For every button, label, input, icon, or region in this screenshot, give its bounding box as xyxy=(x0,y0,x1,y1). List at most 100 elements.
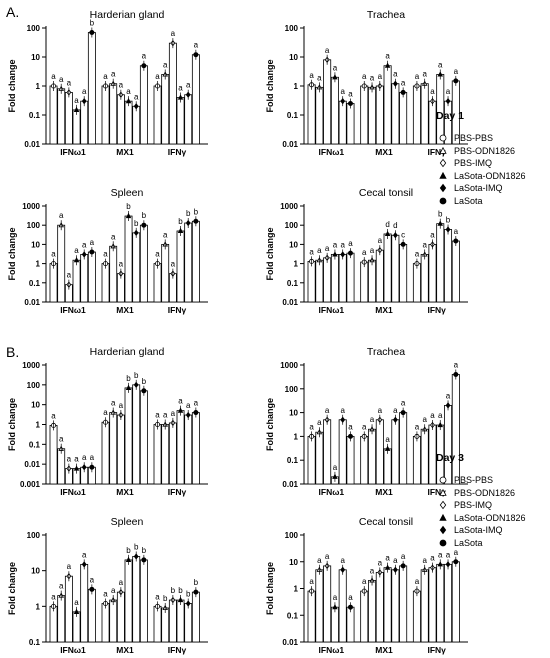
y-tick-label: 0.01 xyxy=(282,480,298,489)
y-tick-label: 0.01 xyxy=(282,140,298,149)
significance-letter: a xyxy=(317,418,322,427)
significance-letter: a xyxy=(90,453,95,462)
significance-letter: a xyxy=(119,578,124,587)
legend-marker xyxy=(439,513,447,521)
bar xyxy=(139,559,148,643)
y-tick-label: 100 xyxy=(27,381,41,390)
legend-label: PBS-IMQ xyxy=(454,500,493,511)
significance-letter: a xyxy=(82,550,87,559)
legend-marker-icon xyxy=(439,488,447,496)
bar xyxy=(184,94,193,145)
bar xyxy=(368,580,377,643)
category-label: IFNω1 xyxy=(60,645,86,655)
significance-letter: a xyxy=(393,406,398,415)
bar xyxy=(57,88,66,145)
significance-letter: a xyxy=(163,230,168,239)
legend-label: PBS-PBS xyxy=(454,475,494,486)
category-label: IFNω1 xyxy=(319,645,345,655)
significance-letter: a xyxy=(378,406,383,415)
bar xyxy=(101,263,110,303)
significance-letter: a xyxy=(90,238,95,247)
legend-marker xyxy=(439,171,447,179)
bar xyxy=(116,94,125,145)
bar xyxy=(307,261,316,303)
category-label: IFNω1 xyxy=(319,147,345,157)
bar xyxy=(315,259,324,303)
significance-letter: a xyxy=(119,81,124,90)
bar xyxy=(346,606,355,643)
bar xyxy=(323,565,332,643)
significance-letter: a xyxy=(415,422,420,431)
y-tick-label: 1 xyxy=(36,82,41,91)
significance-letter: b xyxy=(446,215,451,224)
panel-title: Cecal tonsil xyxy=(359,187,413,199)
significance-letter: a xyxy=(430,230,435,239)
significance-letter: a xyxy=(401,399,406,408)
y-tick-label: 1 xyxy=(294,432,299,441)
significance-letter: a xyxy=(317,73,322,82)
bar xyxy=(307,435,316,485)
bar xyxy=(412,590,421,643)
significance-letter: a xyxy=(370,73,375,82)
significance-letter: a xyxy=(362,248,367,257)
y-tick-label: 100 xyxy=(285,221,299,230)
bar xyxy=(428,100,437,145)
significance-letter: a xyxy=(155,592,160,601)
significance-letter: a xyxy=(82,453,87,462)
bar xyxy=(346,435,355,485)
significance-letter: a xyxy=(454,360,459,369)
bar xyxy=(368,86,377,145)
y-tick-label: 1000 xyxy=(22,361,40,370)
bar xyxy=(176,97,185,145)
bar xyxy=(368,259,377,303)
bar xyxy=(323,257,332,303)
bar xyxy=(323,59,332,145)
bar xyxy=(124,100,133,145)
significance-letter: a xyxy=(438,411,443,420)
category-label: IFNω1 xyxy=(60,147,86,157)
bar xyxy=(315,569,324,643)
significance-letter: a xyxy=(309,422,314,431)
legend-item: PBS-IMQ xyxy=(436,157,526,170)
significance-letter: a xyxy=(333,240,338,249)
significance-letter: a xyxy=(385,52,390,61)
category-label: MX1 xyxy=(375,147,393,157)
significance-letter: a xyxy=(325,406,330,415)
significance-letter: a xyxy=(362,577,367,586)
bar xyxy=(109,83,118,145)
y-tick-label: 100 xyxy=(285,531,299,540)
significance-letter: a xyxy=(67,455,72,464)
significance-letter: a xyxy=(67,562,72,571)
significance-letter: b xyxy=(134,542,139,551)
bar xyxy=(375,571,384,643)
bar xyxy=(420,569,429,643)
bar xyxy=(428,424,437,485)
significance-letter: a xyxy=(401,552,406,561)
legend-item: PBS-PBS xyxy=(436,132,526,145)
significance-letter: b xyxy=(142,377,147,386)
significance-letter: a xyxy=(59,75,64,84)
significance-letter: a xyxy=(378,72,383,81)
y-tick-label: 0.1 xyxy=(29,111,41,120)
bar xyxy=(80,254,89,303)
bar xyxy=(124,559,133,643)
significance-letter: a xyxy=(51,250,56,259)
significance-letter: a xyxy=(422,70,427,79)
bar xyxy=(391,234,400,303)
panel-title: Harderian gland xyxy=(90,9,165,21)
bar xyxy=(49,605,58,643)
legend-day1: Day 1 PBS-PBS PBS-ODN1826 PBS-IMQ LaSota-OD… xyxy=(436,110,526,207)
legend-item: LaSota-ODN1826 xyxy=(436,512,526,525)
significance-letter: a xyxy=(90,575,95,584)
panel-title: Spleen xyxy=(111,516,144,528)
significance-letter: a xyxy=(126,87,131,96)
bar xyxy=(451,561,460,643)
legend-label: LaSota-ODN1826 xyxy=(454,512,526,523)
y-tick-label: 0.1 xyxy=(29,638,41,647)
significance-letter: b xyxy=(171,586,176,595)
significance-letter: a xyxy=(348,593,353,602)
category-label: MX1 xyxy=(375,487,393,497)
bar xyxy=(64,575,73,643)
y-tick-label: 0.001 xyxy=(20,480,41,489)
legend-marker xyxy=(439,488,447,496)
